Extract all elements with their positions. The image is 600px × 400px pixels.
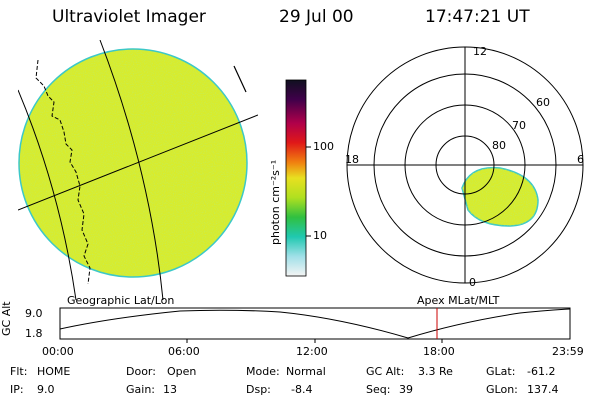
lat-label-60: 60 (536, 96, 550, 109)
glon-label: GLon: (486, 383, 518, 396)
colorbar-tick-label-10: 10 (313, 229, 327, 242)
gain-value: 13 (163, 383, 177, 396)
lat-label-80: 80 (492, 139, 506, 152)
gcalt-label: GC Alt: (366, 365, 405, 378)
altitude-ytick-low: 1.8 (25, 327, 43, 340)
mlt-label-6: 6 (577, 153, 584, 166)
gcalt-value: 3.3 Re (418, 365, 453, 378)
instrument-title: Ultraviolet Imager (52, 7, 206, 27)
altitude-xtick-1200: 12:00 (296, 345, 328, 358)
seq-label: Seq: (366, 383, 391, 396)
mlt-label-12: 12 (473, 45, 487, 58)
geographic-panel-label: Geographic Lat/Lon (67, 294, 175, 307)
dsp-value: -8.4 (291, 383, 313, 396)
ip-value: 9.0 (37, 383, 55, 396)
colorbar-tick-label-100: 100 (313, 140, 334, 153)
glat-value: -61.2 (527, 365, 556, 378)
mode-label: Mode: (246, 365, 280, 378)
ip-label: IP: (10, 383, 24, 396)
lat-label-70: 70 (512, 119, 526, 132)
altitude-ytick-high: 9.0 (25, 307, 43, 320)
image-date: 29 Jul 00 (279, 7, 354, 27)
mode-value: Normal (286, 365, 326, 378)
altitude-xtick-0000: 00:00 (42, 345, 74, 358)
altitude-axis-label: GC Alt (0, 301, 13, 336)
filter-value: HOME (37, 365, 71, 378)
mlt-label-0: 0 (469, 276, 476, 289)
altitude-xtick-2359: 23:59 (552, 345, 584, 358)
altitude-xtick-1800: 18:00 (423, 345, 455, 358)
altitude-xtick-0600: 06:00 (168, 345, 200, 358)
seq-value: 39 (399, 383, 413, 396)
altitude-curve (59, 308, 571, 339)
door-value: Open (167, 365, 197, 378)
filter-label: Flt: (10, 365, 28, 378)
glon-value: 137.4 (527, 383, 559, 396)
glat-label: GLat: (486, 365, 516, 378)
dsp-label: Dsp: (246, 383, 271, 396)
door-label: Door: (126, 365, 156, 378)
image-time: 17:47:21 UT (425, 7, 530, 27)
gain-label: Gain: (126, 383, 155, 396)
apex-panel-label: Apex MLat/MLT (417, 294, 500, 307)
mlt-label-18: 18 (345, 153, 359, 166)
